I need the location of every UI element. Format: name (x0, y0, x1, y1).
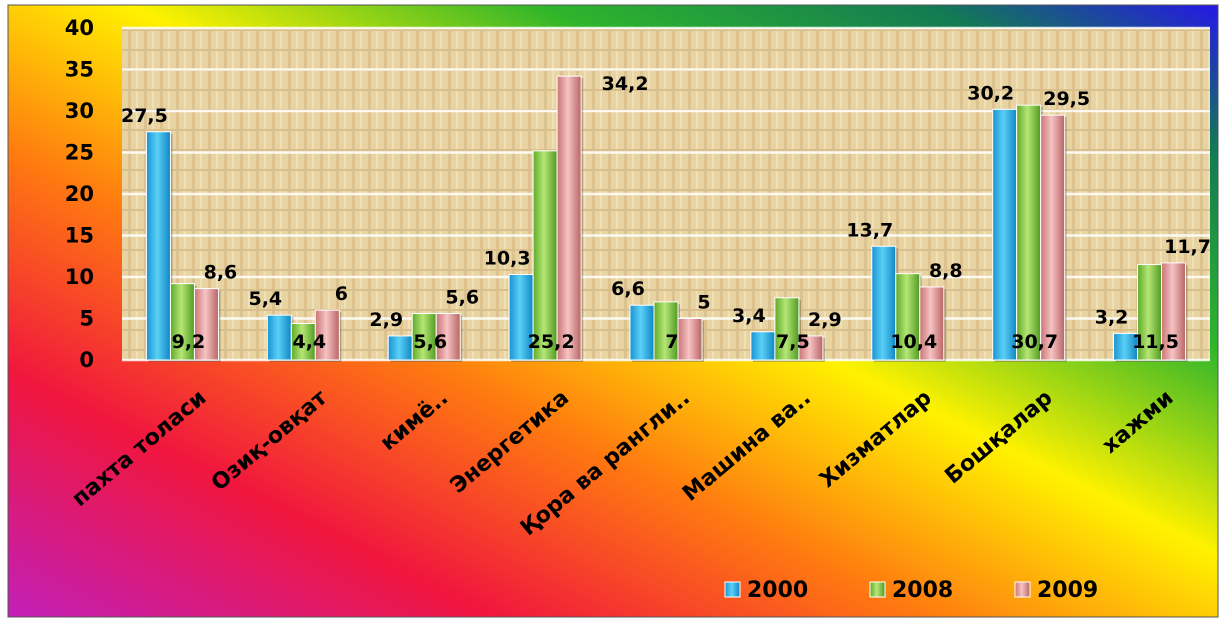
legend-label-2008: 2008 (892, 578, 953, 603)
bar-2009 (556, 75, 582, 361)
data-label-2009: 8,8 (929, 260, 963, 282)
y-tick-label: 25 (65, 141, 94, 165)
y-tick-label: 40 (65, 16, 94, 40)
data-label-2009: 6 (335, 283, 348, 305)
bar-2000 (750, 331, 776, 361)
legend-swatch-2009 (1014, 581, 1031, 598)
bar-2008 (411, 313, 437, 361)
bar-2008 (169, 283, 195, 361)
data-label-2000: 3,4 (732, 305, 766, 327)
bar-2000 (629, 304, 655, 361)
y-tick-label: 35 (65, 58, 94, 82)
y-tick-label: 5 (79, 307, 94, 331)
bar-2008 (290, 322, 316, 361)
data-label-2000: 2,9 (369, 309, 403, 331)
bar-2009 (435, 313, 461, 361)
data-label-2008: 7,5 (776, 331, 810, 353)
bar-2009 (1161, 262, 1187, 361)
data-label-2000: 13,7 (846, 219, 893, 241)
data-label-2000: 6,6 (611, 278, 645, 300)
legend: 2000 2008 2009 (724, 578, 1098, 603)
data-label-2009: 29,5 (1043, 88, 1090, 110)
data-label-2009: 8,6 (204, 262, 238, 284)
data-label-2009: 34,2 (602, 73, 649, 95)
bar-2000 (266, 314, 292, 361)
bar-2008 (774, 297, 800, 361)
data-label-2009: 5,6 (445, 287, 479, 309)
data-label-2008: 7 (665, 331, 678, 353)
data-label-2000: 30,2 (967, 82, 1014, 104)
bar-2000 (1113, 332, 1139, 361)
bar-2008 (895, 273, 921, 361)
y-tick-label: 30 (65, 99, 94, 123)
data-label-2008: 25,2 (528, 331, 575, 353)
y-tick-label: 10 (65, 265, 94, 289)
data-label-2008: 9,2 (172, 331, 206, 353)
bar-2009 (798, 335, 824, 361)
legend-label-2009: 2009 (1037, 578, 1098, 603)
data-label-2000: 3,2 (1095, 306, 1129, 328)
bar-2000 (145, 131, 171, 361)
bars (145, 75, 1188, 363)
legend-swatch-2000 (724, 581, 741, 598)
data-label-2008: 10,4 (890, 331, 937, 353)
data-labels: 27,59,28,65,44,462,95,65,610,325,234,26,… (121, 73, 1211, 353)
bar-2009 (193, 288, 219, 361)
data-label-2000: 5,4 (248, 288, 282, 310)
bar-2000 (992, 108, 1018, 361)
data-label-2008: 30,7 (1011, 331, 1058, 353)
y-tick-label: 15 (65, 224, 94, 248)
bar-2009 (1040, 114, 1066, 361)
data-label-2008: 4,4 (292, 331, 326, 353)
data-label-2009: 2,9 (808, 309, 842, 331)
legend-label-2000: 2000 (747, 578, 808, 603)
bar-2008 (1137, 264, 1163, 361)
legend-swatch-2008 (869, 581, 886, 598)
data-label-2008: 11,5 (1132, 331, 1179, 353)
data-label-2009: 11,7 (1164, 236, 1211, 258)
data-label-2000: 10,3 (484, 248, 531, 270)
data-label-2009: 5 (697, 292, 710, 314)
y-axis-ticks: 0 5 10 15 20 25 30 35 40 (65, 16, 94, 372)
bar-2000 (387, 335, 413, 361)
bar-2008 (653, 301, 679, 361)
bar-2009 (677, 318, 703, 361)
data-label-2008: 5,6 (413, 331, 447, 353)
bar-2008 (1016, 104, 1042, 361)
bar-2009 (919, 286, 945, 361)
y-tick-label: 0 (79, 348, 94, 372)
bar-2008 (532, 150, 558, 361)
bar-2009 (314, 309, 340, 361)
y-tick-label: 20 (65, 182, 94, 206)
data-label-2000: 27,5 (121, 105, 168, 127)
